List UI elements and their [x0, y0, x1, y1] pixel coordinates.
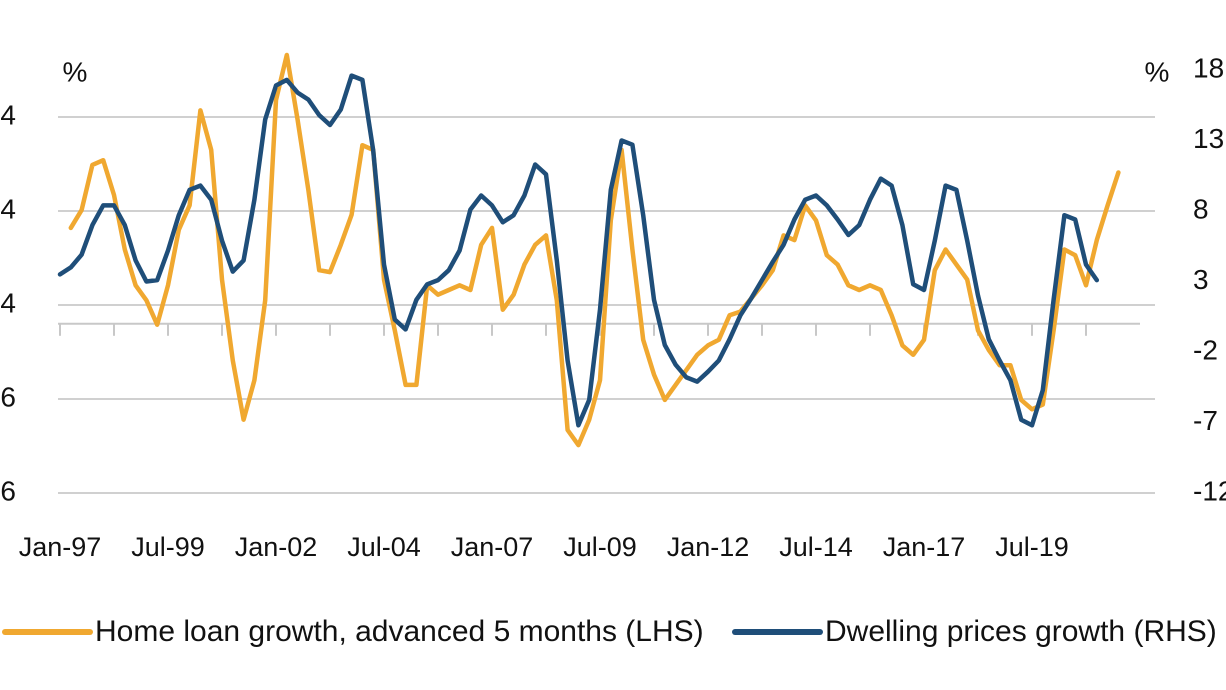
x-tick-label: Jul-19 [995, 532, 1069, 562]
x-tick-label: Jul-99 [131, 532, 205, 562]
y-tick-label: 24 [0, 99, 16, 130]
y-tick-label: 4 [0, 287, 16, 318]
x-tick-label: Jul-09 [563, 532, 637, 562]
y2-tick-label: 3 [1193, 264, 1209, 295]
y2-tick-label: 8 [1193, 193, 1209, 224]
x-tick-label: Jul-14 [779, 532, 853, 562]
y-tick-label: -16 [0, 475, 16, 506]
x-tick-label: Jan-17 [883, 532, 966, 562]
y2-tick-label: -2 [1193, 334, 1218, 365]
y2-tick-label: 18 [1193, 52, 1224, 83]
x-tick-label: Jul-04 [347, 532, 421, 562]
y2-tick-label: 13 [1193, 123, 1224, 154]
series-line [57, 73, 1100, 428]
series-line [68, 52, 1121, 448]
x-tick-label: Jan-02 [235, 532, 318, 562]
y2-unit-label: % [1145, 56, 1170, 87]
y-tick-label: -6 [0, 381, 16, 412]
x-tick-label: Jan-12 [667, 532, 750, 562]
y-unit-label: % [63, 56, 88, 87]
y2-tick-label: -7 [1193, 405, 1218, 436]
x-tick-label: Jan-97 [19, 532, 102, 562]
legend-label: Home loan growth, advanced 5 months (LHS… [95, 615, 704, 648]
legend-label: Dwelling prices growth (RHS) [825, 615, 1217, 648]
y-tick-label: 14 [0, 193, 16, 224]
x-tick-label: Jan-07 [451, 532, 534, 562]
y2-tick-label: -12 [1193, 475, 1226, 506]
